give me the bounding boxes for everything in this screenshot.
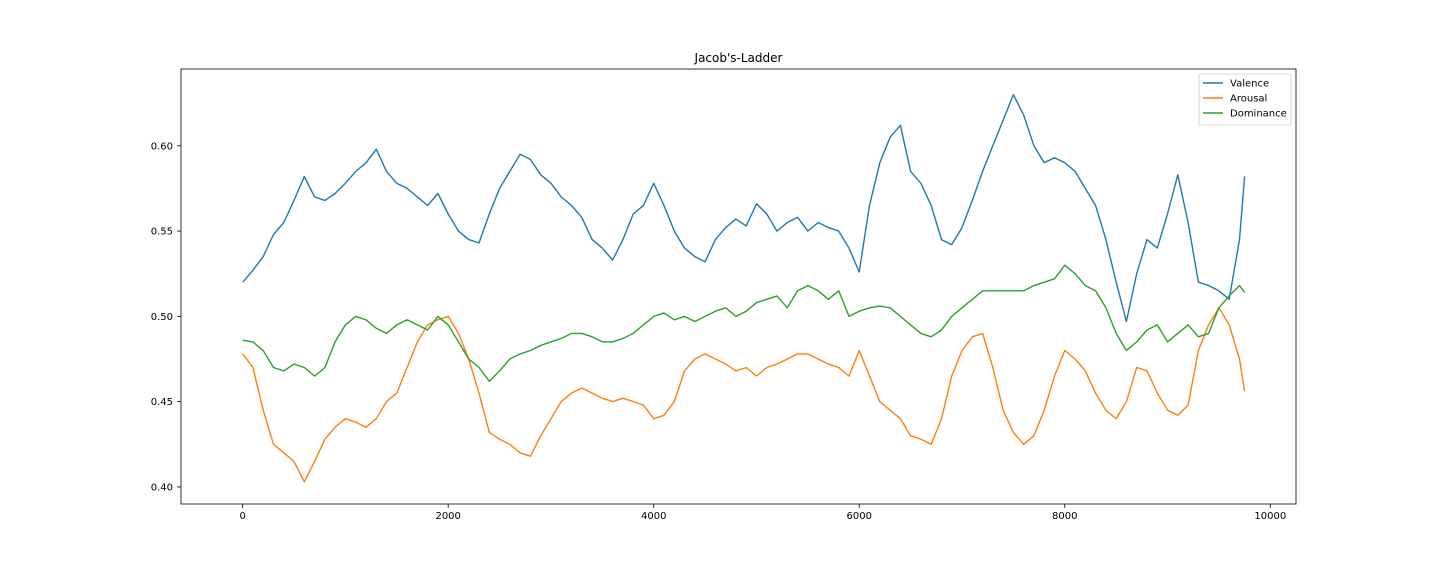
x-tick-label: 4000	[641, 511, 666, 522]
y-tick-label: 0.55	[151, 227, 173, 238]
y-axis: 0.40 0.45 0.50 0.55 0.60	[151, 141, 181, 493]
legend: Valence Arousal Dominance	[1198, 73, 1292, 126]
x-tick-label: 6000	[847, 511, 872, 522]
x-axis: 0 2000 4000 6000 8000 10000	[239, 504, 1286, 522]
x-tick-label: 8000	[1052, 511, 1077, 522]
legend-label-arousal: Arousal	[1230, 94, 1267, 105]
series-line-dominance	[242, 264, 1246, 382]
legend-label-valence: Valence	[1230, 79, 1269, 90]
axes-frame	[180, 68, 1297, 505]
x-tick-label: 0	[239, 511, 245, 522]
plot-lines	[242, 93, 1246, 483]
legend-label-dominance: Dominance	[1230, 109, 1287, 120]
y-tick-label: 0.45	[151, 397, 173, 408]
chart-title: Jacob's-Ladder	[694, 51, 783, 65]
series-line-arousal	[242, 307, 1246, 483]
x-tick-label: 10000	[1254, 511, 1286, 522]
y-tick-label: 0.50	[151, 312, 173, 323]
series-line-valence	[242, 93, 1246, 323]
y-tick-label: 0.40	[151, 482, 173, 493]
x-tick-label: 2000	[435, 511, 460, 522]
y-tick-label: 0.60	[151, 141, 173, 152]
